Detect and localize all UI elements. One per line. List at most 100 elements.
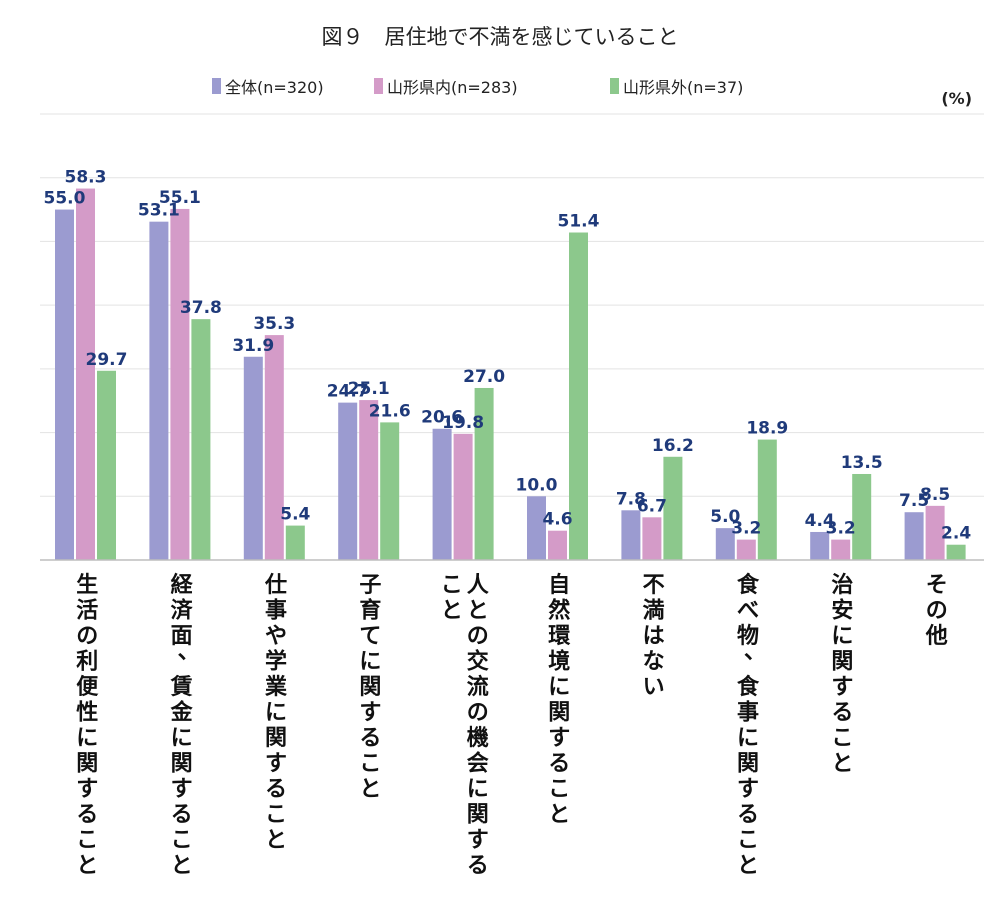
category-label-char: す	[359, 701, 381, 726]
category-label-char: の	[467, 624, 489, 649]
bar	[663, 456, 683, 560]
category-label-char: こ	[265, 803, 287, 828]
category-labels: 生活の利便性に関すること経済面、賃金に関すること仕事や学業に関すること子育てに関…	[76, 572, 948, 879]
category-label-char: る	[76, 803, 98, 828]
bar	[55, 209, 74, 561]
bar	[285, 525, 305, 560]
bar-value-label: 29.7	[86, 350, 128, 370]
legend-swatch	[212, 78, 221, 94]
category-label-char: て	[359, 624, 381, 649]
legend-label: 山形県外(n=37)	[623, 78, 743, 97]
category-label-char: こ	[359, 752, 381, 777]
data-labels: 55.058.329.753.155.137.831.935.35.424.72…	[44, 168, 972, 544]
category-label-char: 会	[467, 751, 489, 777]
bar-value-label: 27.0	[463, 367, 505, 387]
category-label-char: の	[76, 624, 98, 649]
bar	[97, 370, 116, 560]
category-label-char: 活	[76, 599, 98, 624]
bar-value-label: 55.1	[159, 188, 201, 208]
category-label-char: す	[737, 777, 759, 802]
category-label-char: は	[643, 624, 665, 649]
bar-value-label: 20.6	[421, 408, 463, 428]
category-label-char: こ	[76, 828, 98, 853]
category-label-char: の	[926, 599, 948, 624]
category-label-char: 面	[171, 624, 193, 649]
category-label-char: る	[467, 854, 489, 879]
category-label-char: 、	[744, 640, 766, 665]
category-label-char: こ	[831, 726, 853, 751]
bar	[904, 512, 924, 560]
category-label-char: 賃	[170, 675, 193, 700]
bar	[831, 539, 851, 560]
legend-label: 山形県内(n=283)	[387, 78, 518, 97]
category-label-char: な	[643, 650, 665, 675]
category-label-char: 食	[737, 572, 760, 598]
bar	[569, 232, 588, 560]
legend-swatch	[610, 78, 619, 94]
bar-value-label: 37.8	[180, 298, 222, 318]
bar	[715, 528, 735, 560]
bar-value-label: 21.6	[369, 401, 411, 421]
category-label-char: 環	[548, 624, 571, 649]
bar	[243, 356, 263, 560]
bar-value-label: 4.4	[805, 511, 835, 531]
bars	[55, 188, 966, 561]
bar	[946, 544, 966, 560]
category-label-char: そ	[926, 573, 948, 598]
category-label-char: に	[548, 675, 570, 700]
bar	[191, 319, 211, 560]
category-label-char: 満	[643, 598, 665, 624]
category-label-char: 育	[359, 598, 381, 624]
category-label-char: 便	[76, 675, 99, 700]
category-label-char: の	[467, 701, 489, 726]
category-label-char: 金	[170, 700, 194, 726]
bar	[757, 439, 777, 560]
bar-value-label: 4.6	[542, 510, 572, 530]
category-label-char: や	[265, 624, 287, 649]
category-label-char: 関	[548, 701, 570, 726]
bar	[264, 335, 284, 560]
bar-value-label: 8.5	[920, 485, 950, 505]
category-label-char: と	[265, 828, 287, 853]
bar-value-label: 31.9	[232, 336, 274, 356]
category-label-char: 治	[831, 572, 853, 598]
bar	[527, 496, 546, 560]
category-label-char: に	[359, 650, 381, 675]
category-label-char: こ	[548, 777, 570, 802]
bar-value-label: 6.7	[637, 496, 667, 516]
category-label-char: 済	[171, 598, 194, 624]
category-label-char: 関	[359, 675, 381, 700]
category-label-char: る	[737, 803, 759, 828]
category-label-char: と	[441, 599, 463, 624]
category-label-char: に	[831, 624, 853, 649]
category-label-char: 経	[171, 572, 194, 598]
bar	[170, 208, 190, 561]
category-label-char: 然	[548, 598, 570, 624]
category-label-char: 関	[467, 803, 489, 828]
category-label-char: 機	[467, 726, 489, 751]
category-label-char: す	[831, 675, 853, 700]
bar	[474, 387, 494, 560]
category-label-char: 境	[548, 649, 570, 675]
bar	[925, 505, 945, 560]
category-label-char: と	[76, 854, 98, 879]
category-label-char: る	[548, 752, 570, 777]
category-label-char: 生	[76, 573, 98, 598]
category-label-char: 流	[467, 674, 489, 700]
legend: 全体(n=320) 山形県内(n=283) 山形県外(n=37)	[212, 78, 743, 97]
bar-value-label: 3.2	[826, 519, 856, 539]
bar-value-label: 51.4	[558, 212, 600, 232]
bar	[736, 539, 756, 560]
bar-value-label: 53.1	[138, 201, 180, 221]
bar	[548, 530, 567, 560]
bar	[810, 531, 830, 560]
category-label-char: す	[265, 752, 287, 777]
bar	[852, 473, 872, 560]
category-label-char: 学	[265, 649, 287, 675]
category-label-char: 関	[737, 752, 759, 777]
